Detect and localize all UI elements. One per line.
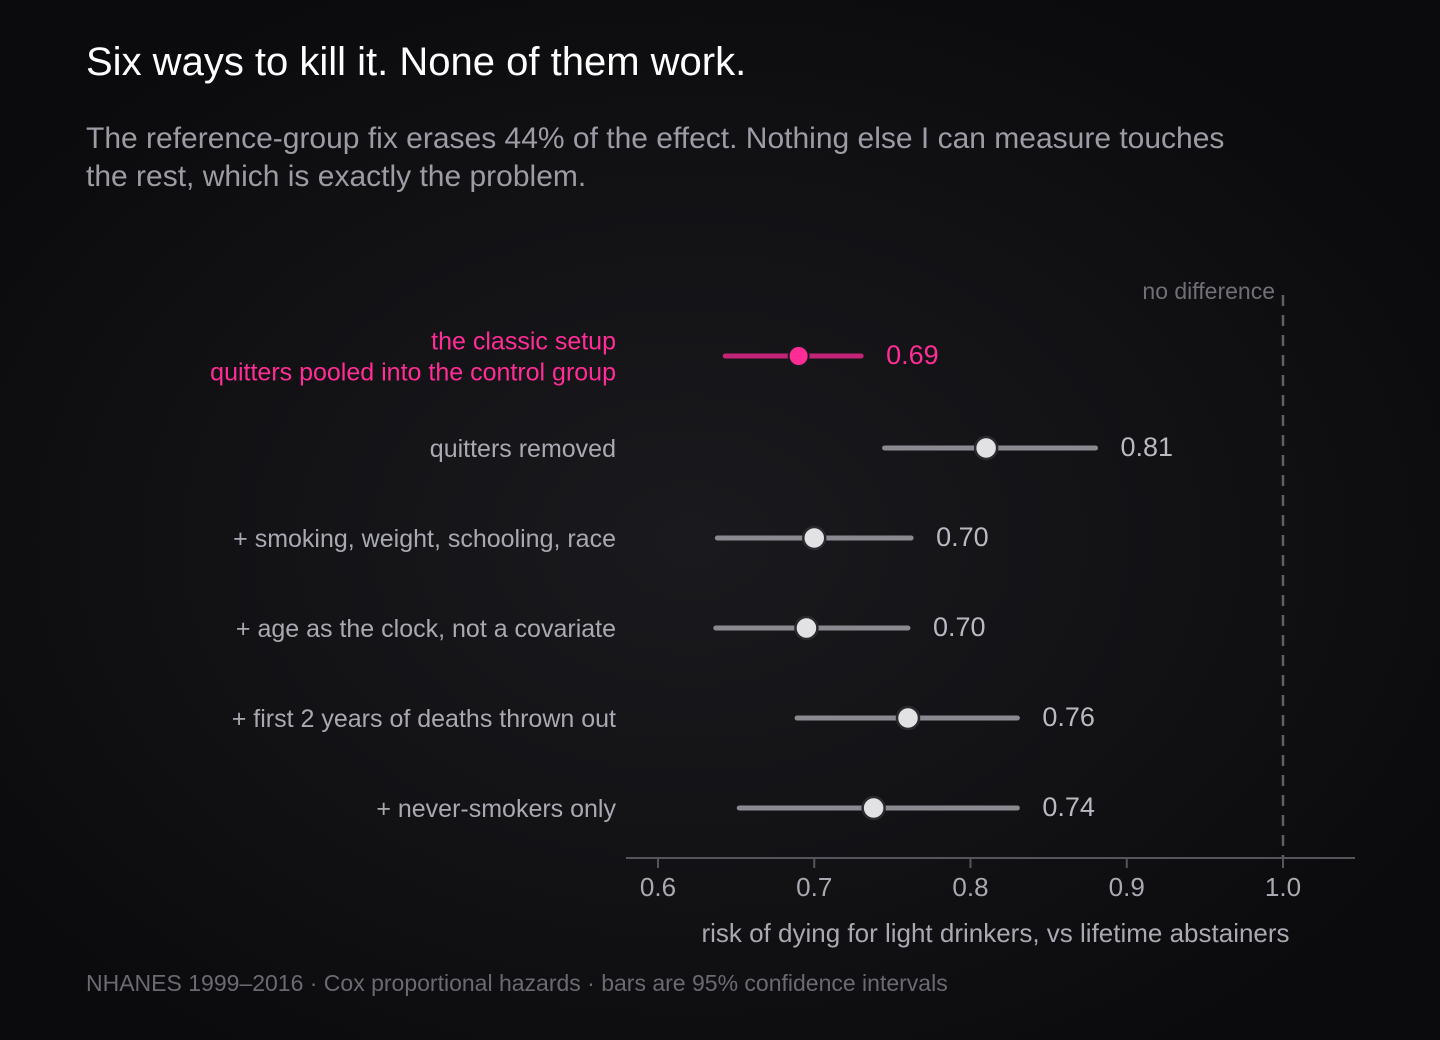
row-label: + never-smokers only <box>376 795 616 823</box>
estimate-point <box>973 435 999 461</box>
value-label: 0.70 <box>933 612 986 642</box>
row-label: the classic setup <box>431 328 616 356</box>
x-tick-label: 0.8 <box>952 872 988 902</box>
x-tick-label: 0.9 <box>1109 872 1145 902</box>
value-label: 0.81 <box>1121 432 1174 462</box>
row-label: + smoking, weight, schooling, race <box>233 525 616 553</box>
x-axis-title: risk of dying for light drinkers, vs lif… <box>701 918 1289 948</box>
x-tick-label: 0.6 <box>640 872 676 902</box>
row-label: quitters removed <box>430 435 616 463</box>
estimate-point <box>802 525 827 551</box>
reference-line-label: no difference <box>1142 278 1275 304</box>
x-tick-label: 0.7 <box>796 872 832 902</box>
row-label: + age as the clock, not a covariate <box>236 615 616 643</box>
estimate-point <box>895 705 921 731</box>
estimate-point <box>787 345 810 367</box>
value-label: 0.70 <box>936 522 989 552</box>
chart-title: Six ways to kill it. None of them work. <box>86 40 747 84</box>
row-label: quitters pooled into the control group <box>210 359 616 387</box>
source-note: NHANES 1999–2016 · Cox proportional haza… <box>86 970 948 996</box>
value-label: 0.74 <box>1042 792 1095 822</box>
value-label: 0.76 <box>1042 702 1095 732</box>
chart-subtitle: The reference-group fix erases 44% of th… <box>86 122 1225 193</box>
row-label: + first 2 years of deaths thrown out <box>232 705 616 733</box>
x-tick-label: 1.0 <box>1265 872 1301 902</box>
value-label: 0.69 <box>886 340 939 370</box>
estimate-point <box>794 615 819 641</box>
estimate-point <box>861 795 886 821</box>
